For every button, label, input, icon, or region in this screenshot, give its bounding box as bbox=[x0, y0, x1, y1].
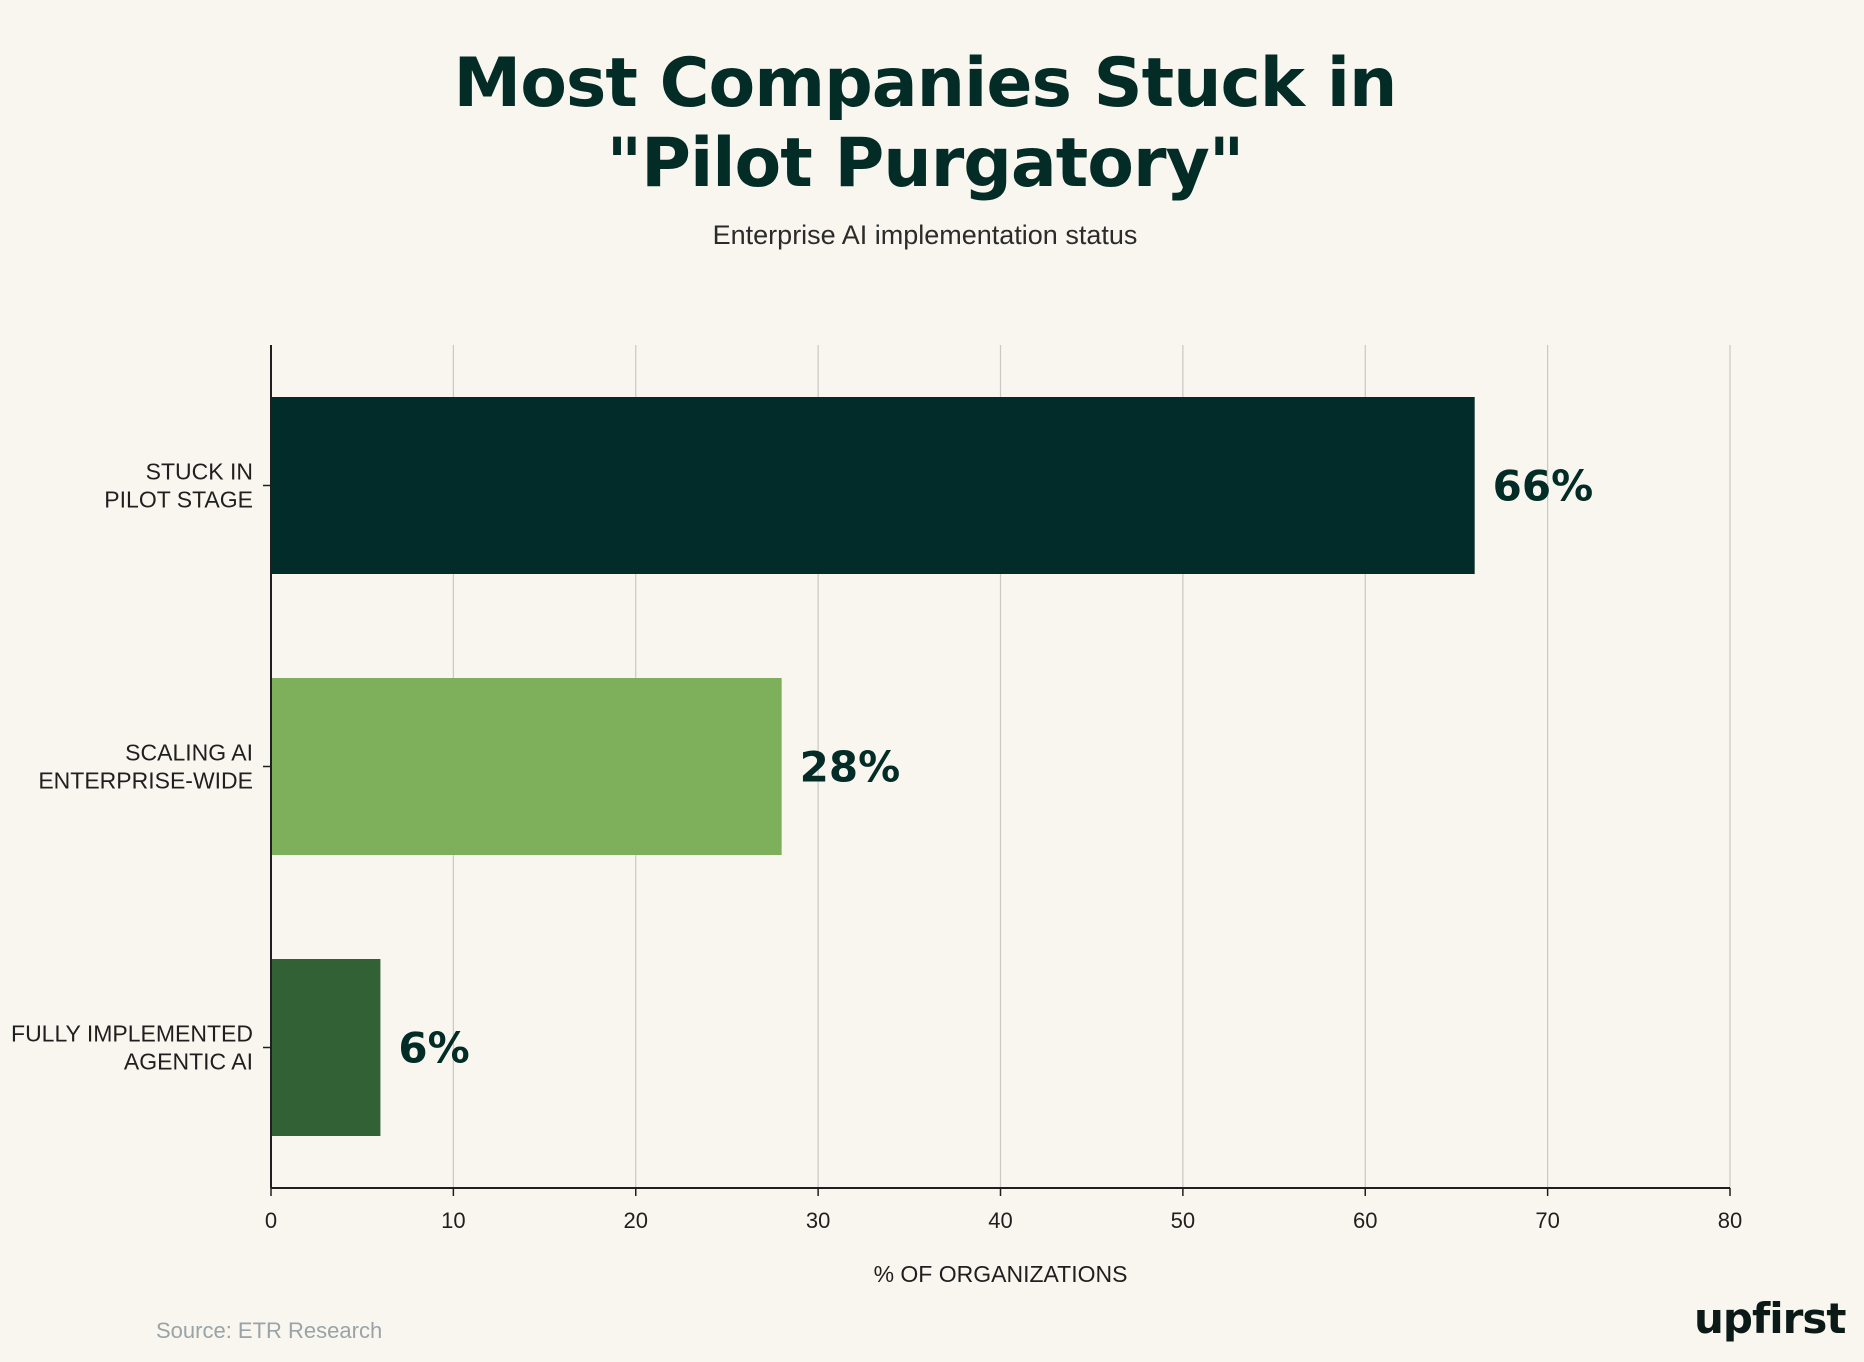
value-label-2: 28% bbox=[800, 743, 901, 792]
category-label-2-line-2: ENTERPRISE-WIDE bbox=[38, 768, 253, 794]
x-tick-label-50: 50 bbox=[1171, 1208, 1195, 1233]
x-tick-label-20: 20 bbox=[624, 1208, 648, 1233]
x-tick-label-0: 0 bbox=[265, 1208, 277, 1233]
source-note: Source: ETR Research bbox=[156, 1318, 383, 1343]
value-label-3: 6% bbox=[398, 1024, 469, 1073]
category-label-3-line-2: AGENTIC AI bbox=[124, 1049, 253, 1075]
x-tick-label-10: 10 bbox=[441, 1208, 465, 1233]
bar-1 bbox=[271, 397, 1475, 574]
brand-logo: upfirst bbox=[1694, 1294, 1846, 1343]
x-tick-label-80: 80 bbox=[1718, 1208, 1742, 1233]
x-axis-title: % OF ORGANIZATIONS bbox=[874, 1261, 1128, 1287]
bar-3 bbox=[271, 959, 381, 1136]
x-tick-label-40: 40 bbox=[988, 1208, 1012, 1233]
category-label-3-line-1: FULLY IMPLEMENTED bbox=[11, 1021, 253, 1047]
x-tick-label-30: 30 bbox=[806, 1208, 830, 1233]
chart-title-line-1: Most Companies Stuck in bbox=[453, 44, 1398, 123]
chart-subtitle: Enterprise AI implementation status bbox=[712, 220, 1138, 250]
chart-title: Most Companies Stuck in "Pilot Purgatory… bbox=[0, 44, 1850, 204]
chart-title-line-2: "Pilot Purgatory" bbox=[606, 124, 1245, 204]
category-label-1-line-1: STUCK IN bbox=[146, 459, 253, 485]
value-label-1: 66% bbox=[1493, 462, 1594, 511]
bar-2 bbox=[271, 678, 782, 855]
x-tick-label-60: 60 bbox=[1353, 1208, 1377, 1233]
x-tick-label-70: 70 bbox=[1535, 1208, 1559, 1233]
category-label-1-line-2: PILOT STAGE bbox=[104, 487, 253, 513]
category-label-2-line-1: SCALING AI bbox=[125, 740, 253, 766]
